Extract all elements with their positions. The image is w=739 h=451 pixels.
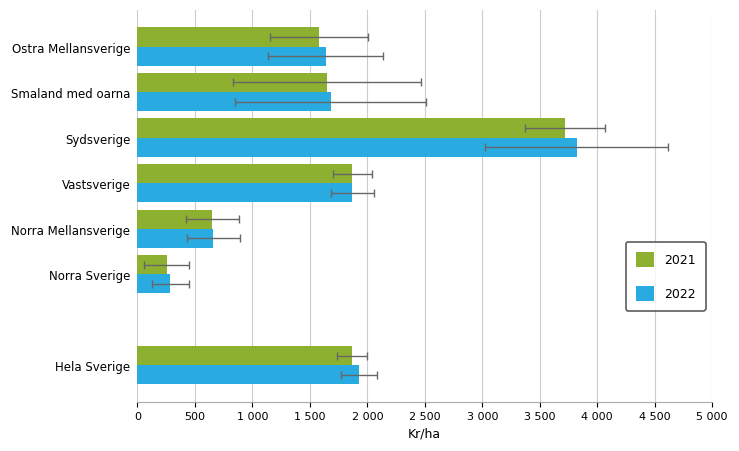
X-axis label: Kr/ha: Kr/ha [408,427,441,440]
Bar [137,74,327,93]
Bar [137,275,170,294]
Bar [137,28,319,47]
Bar [137,346,353,365]
Bar [137,229,214,248]
Bar [137,255,167,275]
Bar [137,138,576,157]
Bar [137,365,359,384]
Bar [137,165,353,184]
Bar [137,210,212,229]
Bar [137,184,353,203]
Bar [137,47,326,66]
Bar [137,93,330,112]
Bar [137,119,565,138]
Legend: 2021, 2022: 2021, 2022 [625,242,706,311]
